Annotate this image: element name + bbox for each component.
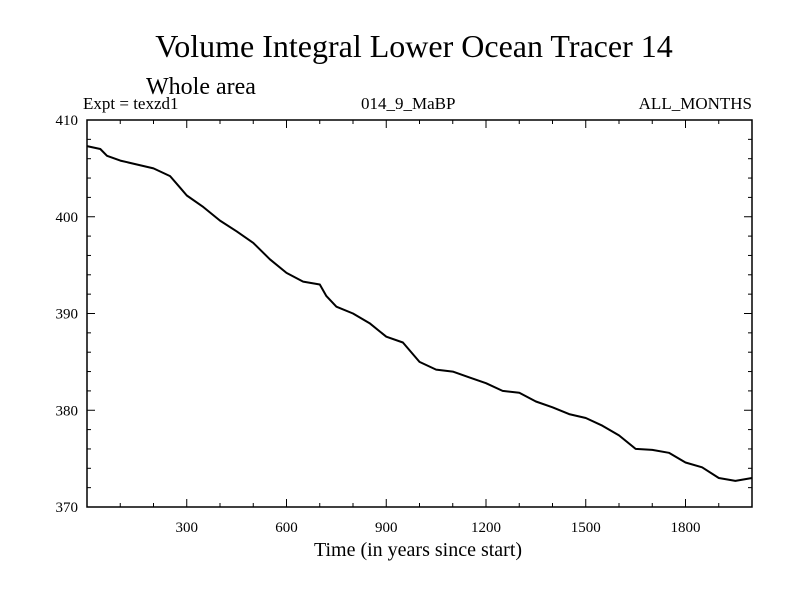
- months-label: ALL_MONTHS: [639, 94, 752, 113]
- y-tick-label: 380: [56, 403, 79, 419]
- x-tick-label: 300: [176, 520, 199, 536]
- y-tick-label: 400: [56, 210, 79, 226]
- x-tick-label: 1500: [571, 520, 601, 536]
- x-axis-label: Time (in years since start): [314, 539, 522, 561]
- x-tick-label: 900: [375, 520, 398, 536]
- y-tick-label: 390: [56, 307, 79, 323]
- y-axis: 370 380 390 400 410: [56, 113, 752, 516]
- x-axis: 300 600 900 1200 1500 1800: [119, 120, 720, 536]
- run-label: 014_9_MaBP: [361, 94, 455, 113]
- chart-title: Volume Integral Lower Ocean Tracer 14: [155, 28, 672, 64]
- x-tick-label: 1200: [471, 520, 501, 536]
- y-tick-label: 410: [56, 113, 79, 129]
- y-tick-label: 370: [56, 500, 79, 516]
- series-line: [86, 145, 753, 482]
- x-tick-label: 600: [275, 520, 298, 536]
- x-tick-label: 1800: [671, 520, 701, 536]
- chart-subtitle: Whole area: [146, 74, 256, 100]
- experiment-label: Expt = texzd1: [83, 94, 179, 113]
